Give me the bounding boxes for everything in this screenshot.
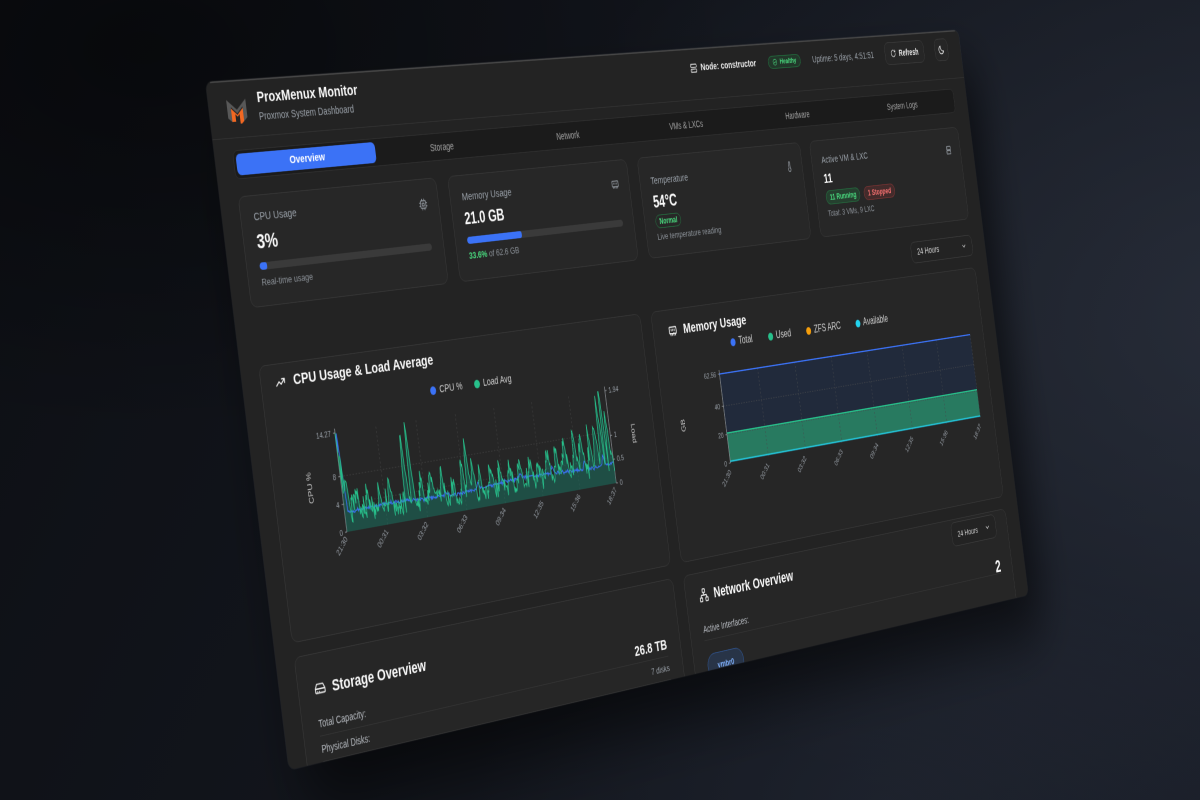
svg-text:18:37: 18:37 [606,485,618,506]
svg-text:8: 8 [332,472,336,482]
svg-text:Load: Load [629,423,638,444]
svg-text:12:35: 12:35 [904,435,915,455]
svg-text:06:33: 06:33 [455,513,468,535]
svg-text:00:31: 00:31 [759,461,770,482]
svg-text:62.56: 62.56 [703,370,716,381]
svg-text:GB: GB [679,419,687,433]
svg-text:0: 0 [339,528,343,539]
svg-text:15:36: 15:36 [569,492,582,514]
svg-text:0.5: 0.5 [616,453,624,464]
svg-text:09:34: 09:34 [494,505,508,528]
svg-text:21:30: 21:30 [335,535,349,558]
svg-text:40: 40 [714,402,720,412]
svg-text:06:33: 06:33 [833,447,844,467]
svg-text:0: 0 [724,459,728,468]
svg-text:00:31: 00:31 [376,527,390,550]
svg-text:03:32: 03:32 [416,520,430,543]
svg-text:18:37: 18:37 [972,422,982,441]
svg-text:CPU %: CPU % [304,471,316,504]
svg-text:15:36: 15:36 [939,428,949,447]
svg-text:1: 1 [613,430,617,440]
svg-text:1.94: 1.94 [608,384,620,395]
svg-text:21:30: 21:30 [721,468,733,489]
svg-text:0: 0 [619,477,623,487]
svg-text:03:32: 03:32 [796,454,807,474]
svg-text:4: 4 [336,500,341,511]
svg-text:09:34: 09:34 [869,440,880,460]
svg-text:14.27: 14.27 [315,429,331,441]
svg-text:12:35: 12:35 [532,499,545,521]
svg-text:20: 20 [718,431,724,441]
